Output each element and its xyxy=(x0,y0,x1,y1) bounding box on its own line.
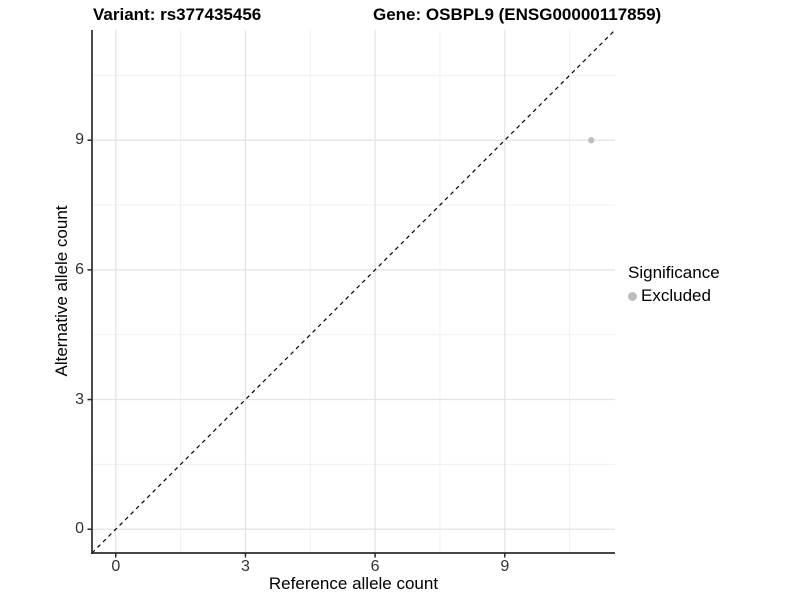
x-tick-label: 9 xyxy=(500,558,510,575)
legend: Significance Excluded xyxy=(628,263,720,306)
y-tick-label: 9 xyxy=(75,131,84,149)
x-tick-label: 3 xyxy=(240,558,250,575)
x-tick-label: 6 xyxy=(370,558,380,575)
excluded-dot-icon xyxy=(628,291,637,301)
legend-item-label: Excluded xyxy=(641,286,711,305)
y-tick-label: 3 xyxy=(75,390,84,408)
legend-title: Significance xyxy=(628,263,720,282)
y-tick-label: 6 xyxy=(75,260,84,278)
y-axis-label: Alternative allele count xyxy=(52,205,71,377)
legend-item-excluded: Excluded xyxy=(628,286,720,306)
gene-title: Gene: OSBPL9 (ENSG00000117859) xyxy=(373,5,662,24)
identity-line xyxy=(91,29,616,554)
variant-title: Variant: rs377435456 xyxy=(93,5,262,24)
data-point xyxy=(588,137,595,144)
y-tick-label: 0 xyxy=(75,520,84,538)
x-axis-label: Reference allele count xyxy=(268,574,439,593)
x-tick-label: 0 xyxy=(111,558,121,575)
